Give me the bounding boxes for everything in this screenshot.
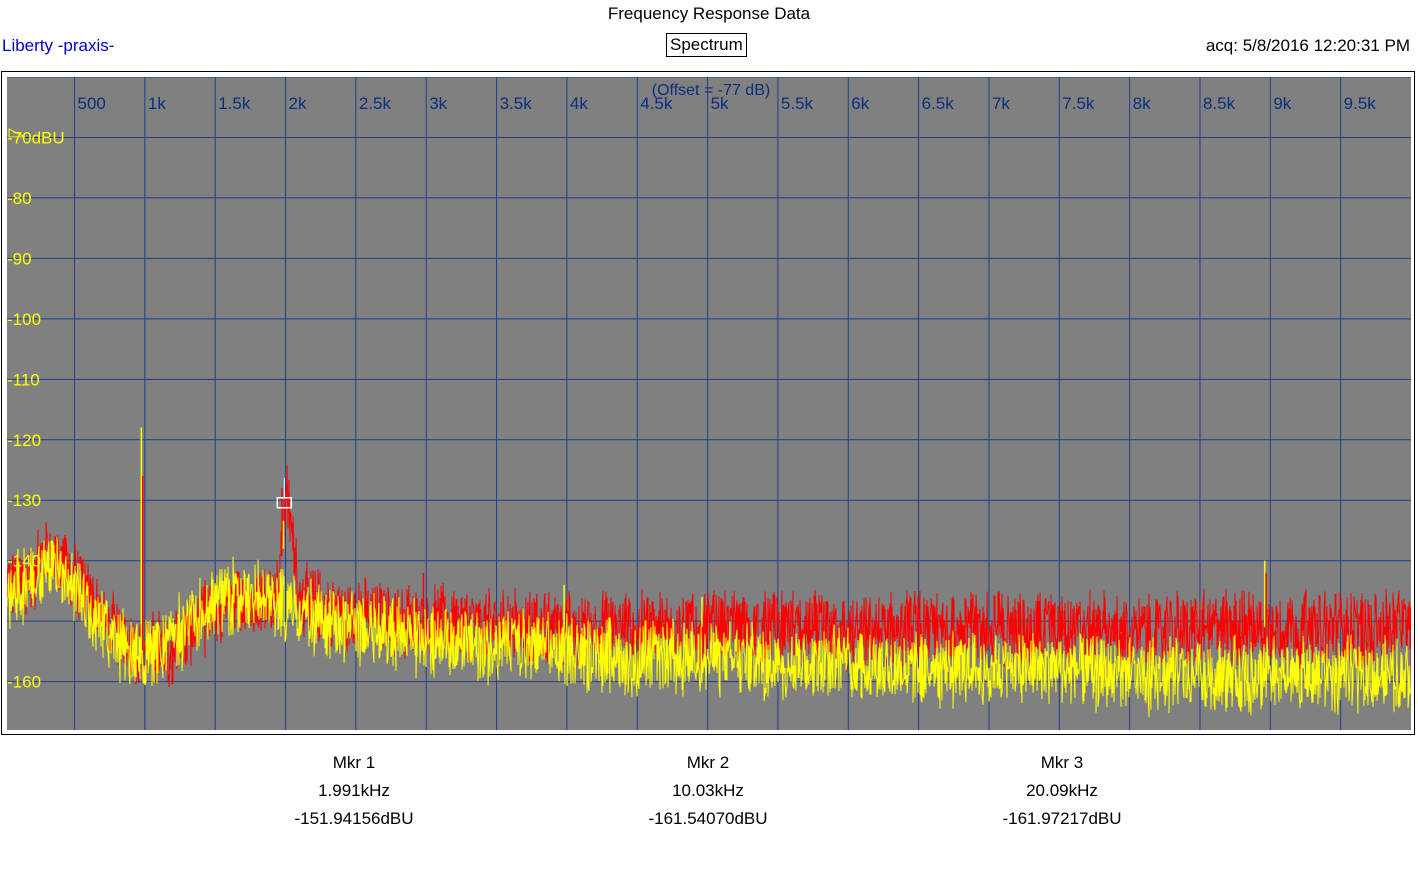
y-tick-label: -120 xyxy=(7,431,41,450)
x-tick-label: 2.5k xyxy=(359,94,392,113)
x-tick-label: 7k xyxy=(992,94,1010,113)
acquisition-timestamp: acq: 5/8/2016 12:20:31 PM xyxy=(1205,36,1410,55)
x-tick-label: 500 xyxy=(78,94,106,113)
marker-label: Mkr 1 xyxy=(332,753,376,772)
spectrum-chart[interactable]: 500 1k 1.5k 2k 2.5k 3k 3.5k 4k 4.5k 5k 5.5k 6k 6.5k 7… xyxy=(7,77,1411,730)
marker-1-readout: Mkr 1 1.991kHz -151.94156dBU xyxy=(234,749,474,833)
marker-level: -161.54070dBU xyxy=(648,809,768,828)
reference-level-arrow[interactable] xyxy=(8,128,26,138)
x-tick-label: 4k xyxy=(570,94,588,113)
app-name: Liberty -praxis- xyxy=(2,36,115,55)
y-tick-label: -140 xyxy=(7,552,41,571)
y-tick-label: -70dBU xyxy=(7,128,65,147)
x-tick-label: 1.5k xyxy=(218,94,251,113)
y-tick-label: -90 xyxy=(7,249,32,268)
x-tick-label: 6k xyxy=(851,94,869,113)
y-tick-label: -160 xyxy=(7,673,41,692)
x-tick-label: 8.5k xyxy=(1203,94,1236,113)
display-mode-badge[interactable]: Spectrum xyxy=(666,33,747,57)
y-tick-label: -130 xyxy=(7,491,41,510)
x-tick-label: 5.5k xyxy=(781,94,814,113)
x-tick-label: 3.5k xyxy=(500,94,533,113)
marker-label: Mkr 2 xyxy=(686,753,730,772)
grid xyxy=(7,77,1411,730)
spectrum-trace xyxy=(7,536,1411,718)
marker-1-indicator[interactable] xyxy=(276,477,293,509)
marker-frequency: 1.991kHz xyxy=(318,781,390,800)
y-tick-label: -110 xyxy=(7,370,40,389)
x-tick-label: 5k xyxy=(711,94,729,113)
x-tick-label: 7.5k xyxy=(1062,94,1095,113)
marker-3-readout: Mkr 3 20.09kHz -161.97217dBU xyxy=(942,749,1182,833)
x-tick-label: 1k xyxy=(148,94,166,113)
x-axis-tick-labels: 500 1k 1.5k 2k 2.5k 3k 3.5k 4k 4.5k 5k 5.5k 6k 6.5k 7… xyxy=(78,94,1377,113)
marker-box xyxy=(276,496,293,509)
marker-level: -161.97217dBU xyxy=(1002,809,1122,828)
x-tick-label: 9.5k xyxy=(1344,94,1377,113)
y-tick-label: -80 xyxy=(7,189,32,208)
x-tick-label: 8k xyxy=(1133,94,1151,113)
marker-frequency: 10.03kHz xyxy=(672,781,744,800)
x-tick-label: 4.5k xyxy=(640,94,673,113)
offset-annotation: (Offset = -77 dB) xyxy=(652,82,770,99)
x-tick-label: 3k xyxy=(429,94,447,113)
x-tick-label: 2k xyxy=(289,94,307,113)
marker-frequency: 20.09kHz xyxy=(1026,781,1098,800)
y-tick-label: -100 xyxy=(7,310,41,329)
x-tick-label: 9k xyxy=(1273,94,1291,113)
marker-2-readout: Mkr 2 10.03kHz -161.54070dBU xyxy=(588,749,828,833)
marker-level: -151.94156dBU xyxy=(294,809,414,828)
marker-label: Mkr 3 xyxy=(1040,753,1084,772)
y-axis-tick-labels: -70dBU -80 -90 -100 -110 -120 -130 -140 -160 xyxy=(7,128,65,691)
x-tick-label: 6.5k xyxy=(922,94,955,113)
page-title: Frequency Response Data xyxy=(607,4,811,23)
traces xyxy=(7,464,1411,718)
